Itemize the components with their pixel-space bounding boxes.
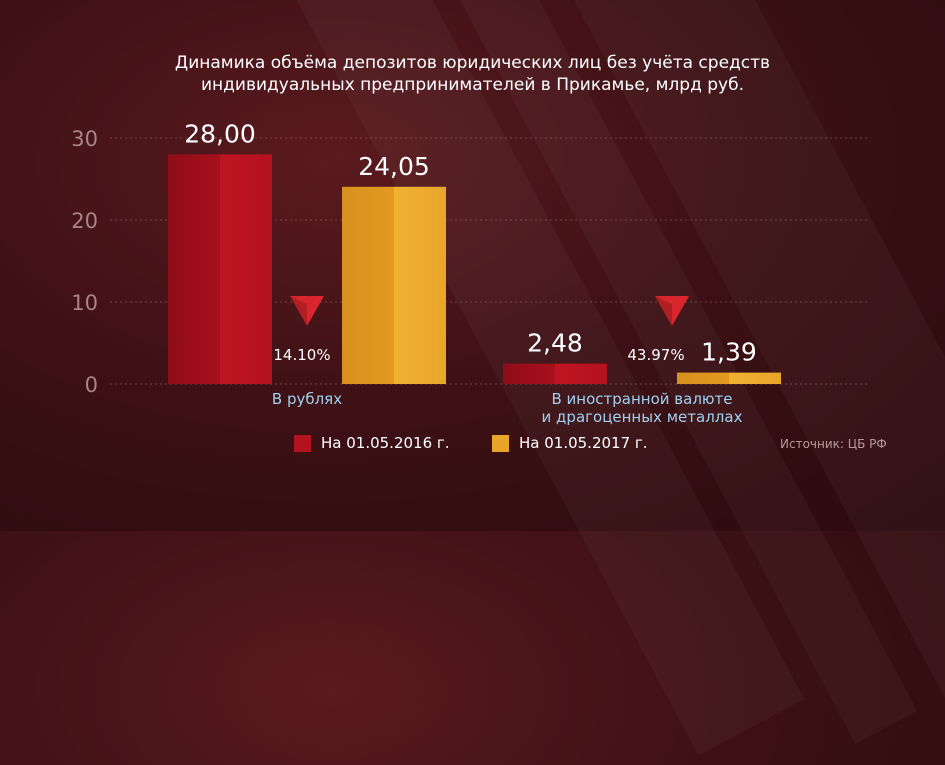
legend-label-2016: На 01.05.2016 г. (321, 434, 450, 452)
bar-2-cat-1 (342, 186, 446, 384)
chart-title-line-1: Динамика объёма депозитов юридических ли… (174, 53, 771, 73)
chart-title-line-2: индивидуальных предпринимателей в Прикам… (201, 75, 744, 95)
legend-item-2016: На 01.05.2016 г. (294, 434, 450, 452)
bar-value-label-1-cat-2: 2,48 (527, 329, 583, 358)
legend-label-2017: На 01.05.2017 г. (519, 434, 648, 452)
y-tick-label-20: 20 (71, 209, 98, 233)
legend-item-2017: На 01.05.2017 г. (492, 434, 648, 452)
y-tick-label-10: 10 (71, 291, 98, 315)
bar-1-cat-2 (503, 363, 607, 384)
bar-1-cat-1 (168, 154, 272, 384)
down-triangle-icon (655, 296, 689, 326)
source-note: Источник: ЦБ РФ (780, 437, 887, 451)
change-percent-label-1: 14.10% (273, 346, 330, 364)
y-tick-label-30: 30 (71, 127, 98, 151)
down-triangle-shade-icon (290, 296, 307, 326)
down-triangle-icon (290, 296, 324, 326)
bar-value-label-1-cat-1: 28,00 (184, 119, 256, 148)
chart-title: Динамика объёма депозитов юридических ли… (0, 52, 945, 96)
category-label-2-line-2: и драгоценных металлах (542, 408, 743, 426)
bar-value-label-2-cat-1: 24,05 (358, 152, 430, 181)
bar-value-label-2-cat-2: 1,39 (701, 338, 757, 367)
change-percent-label-2: 43.97% (627, 346, 684, 364)
category-label-2-line-1: В иностранной валюте (551, 390, 732, 408)
legend-swatch-2016 (294, 434, 311, 452)
y-tick-label-0: 0 (85, 373, 98, 397)
down-triangle-shade-icon (655, 296, 672, 326)
category-label-1-line-1: В рублях (272, 390, 342, 408)
legend-swatch-2017 (492, 434, 509, 452)
bar-2-cat-2 (677, 372, 781, 384)
